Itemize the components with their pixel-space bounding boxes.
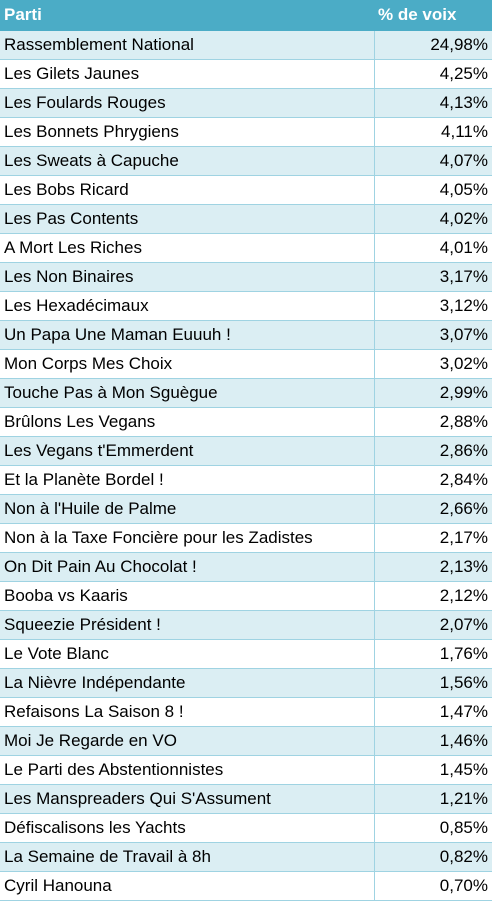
table-row: Les Pas Contents 4,02% [0,204,492,234]
party-name-cell: Et la Planète Bordel ! [0,465,374,495]
header-row: Parti % de voix [0,0,492,31]
vote-share-cell: 0,85% [373,813,492,843]
table-row: On Dit Pain Au Chocolat ! 2,13% [0,552,492,582]
vote-share-cell: 2,84% [373,465,492,495]
party-name-cell: Le Vote Blanc [0,639,374,669]
table-row: Les Non Binaires 3,17% [0,262,492,292]
party-name-cell: Les Bonnets Phrygiens [0,117,374,147]
table-row: Et la Planète Bordel ! 2,84% [0,465,492,495]
vote-share-cell: 4,05% [373,175,492,205]
table-row: Les Bobs Ricard 4,05% [0,175,492,205]
vote-share-cell: 2,17% [373,523,492,553]
party-name-cell: Mon Corps Mes Choix [0,349,374,379]
party-name-cell: Non à l'Huile de Palme [0,494,374,524]
vote-share-cell: 4,25% [373,59,492,89]
party-name-cell: Les Foulards Rouges [0,88,374,118]
votes-column-header: % de voix [374,0,492,31]
vote-share-cell: 2,88% [373,407,492,437]
party-name-cell: Non à la Taxe Foncière pour les Zadistes [0,523,374,553]
party-name-cell: Un Papa Une Maman Euuuh ! [0,320,374,350]
table-row: Les Sweats à Capuche 4,07% [0,146,492,176]
party-name-cell: Cyril Hanouna [0,871,374,901]
party-name-cell: Les Vegans t'Emmerdent [0,436,374,466]
party-name-cell: On Dit Pain Au Chocolat ! [0,552,374,582]
table-row: Les Manspreaders Qui S'Assument 1,21% [0,784,492,814]
table-row: Défiscalisons les Yachts 0,85% [0,813,492,843]
vote-share-cell: 0,82% [373,842,492,872]
vote-share-cell: 2,86% [373,436,492,466]
party-name-cell: Le Parti des Abstentionnistes [0,755,374,785]
vote-share-cell: 2,13% [373,552,492,582]
vote-share-cell: 0,70% [373,871,492,901]
table-row: Squeezie Président ! 2,07% [0,610,492,640]
vote-share-cell: 1,47% [373,697,492,727]
party-name-cell: Booba vs Kaaris [0,581,374,611]
vote-share-cell: 4,02% [373,204,492,234]
party-name-cell: A Mort Les Riches [0,233,374,263]
vote-share-cell: 1,76% [373,639,492,669]
table-row: Les Hexadécimaux 3,12% [0,291,492,321]
vote-share-cell: 24,98% [373,30,492,60]
party-name-cell: La Semaine de Travail à 8h [0,842,374,872]
party-name-cell: Squeezie Président ! [0,610,374,640]
vote-share-cell: 1,56% [373,668,492,698]
table-row: La Nièvre Indépendante 1,56% [0,668,492,698]
vote-share-cell: 3,17% [373,262,492,292]
party-name-cell: Brûlons Les Vegans [0,407,374,437]
party-name-cell: La Nièvre Indépendante [0,668,374,698]
table-row: Mon Corps Mes Choix 3,02% [0,349,492,379]
vote-share-cell: 3,07% [373,320,492,350]
vote-share-cell: 2,07% [373,610,492,640]
vote-share-cell: 3,02% [373,349,492,379]
vote-share-cell: 4,07% [373,146,492,176]
party-name-cell: Les Non Binaires [0,262,374,292]
party-name-cell: Rassemblement National [0,30,374,60]
table-row: A Mort Les Riches 4,01% [0,233,492,263]
table-row: Touche Pas à Mon Sguègue 2,99% [0,378,492,408]
party-name-cell: Les Gilets Jaunes [0,59,374,89]
party-column-header: Parti [0,0,374,31]
table-row: Les Vegans t'Emmerdent 2,86% [0,436,492,466]
party-name-cell: Les Manspreaders Qui S'Assument [0,784,374,814]
party-name-cell: Touche Pas à Mon Sguègue [0,378,374,408]
table-row: Non à la Taxe Foncière pour les Zadistes… [0,523,492,553]
table-row: Non à l'Huile de Palme 2,66% [0,494,492,524]
table-row: Le Vote Blanc 1,76% [0,639,492,669]
party-name-cell: Les Hexadécimaux [0,291,374,321]
party-name-cell: Les Pas Contents [0,204,374,234]
party-name-cell: Défiscalisons les Yachts [0,813,374,843]
table-row: Les Gilets Jaunes 4,25% [0,59,492,89]
party-name-cell: Moi Je Regarde en VO [0,726,374,756]
table-row: Rassemblement National 24,98% [0,30,492,60]
vote-share-cell: 4,11% [373,117,492,147]
table-row: Booba vs Kaaris 2,12% [0,581,492,611]
vote-share-cell: 1,21% [373,784,492,814]
table-row: Un Papa Une Maman Euuuh ! 3,07% [0,320,492,350]
table-row: Refaisons La Saison 8 ! 1,47% [0,697,492,727]
table-row: Cyril Hanouna 0,70% [0,871,492,901]
vote-share-cell: 4,13% [373,88,492,118]
table-header: Parti % de voix [0,0,492,31]
vote-share-cell: 4,01% [373,233,492,263]
table-row: Les Bonnets Phrygiens 4,11% [0,117,492,147]
table-row: Moi Je Regarde en VO 1,46% [0,726,492,756]
party-name-cell: Les Bobs Ricard [0,175,374,205]
vote-share-cell: 2,66% [373,494,492,524]
party-name-cell: Les Sweats à Capuche [0,146,374,176]
vote-share-cell: 2,12% [373,581,492,611]
vote-share-cell: 1,45% [373,755,492,785]
table-body: Rassemblement National 24,98% Les Gilets J… [0,30,492,901]
vote-share-cell: 2,99% [373,378,492,408]
party-name-cell: Refaisons La Saison 8 ! [0,697,374,727]
table-row: Les Foulards Rouges 4,13% [0,88,492,118]
table-row: Le Parti des Abstentionnistes 1,45% [0,755,492,785]
table-row: Brûlons Les Vegans 2,88% [0,407,492,437]
table-row: La Semaine de Travail à 8h 0,82% [0,842,492,872]
vote-share-cell: 3,12% [373,291,492,321]
vote-share-cell: 1,46% [373,726,492,756]
